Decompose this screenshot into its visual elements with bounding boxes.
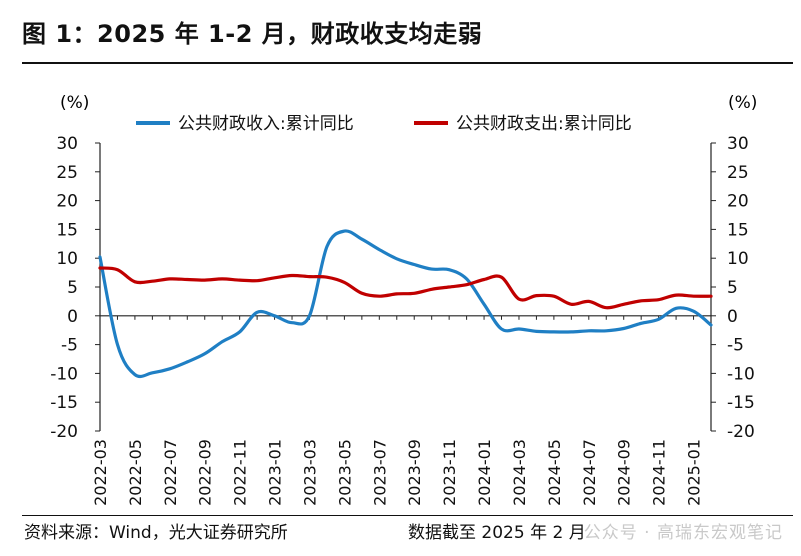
title-rule xyxy=(22,62,793,64)
legend-item-revenue-label: 公共财政收入:累计同比 xyxy=(178,114,354,134)
right-tick-label: -10 xyxy=(727,364,755,384)
legend-item-expenditure-label: 公共财政支出:累计同比 xyxy=(456,114,632,134)
right-tick-label: 25 xyxy=(727,163,749,183)
x-tick-label: 2024-03 xyxy=(510,439,529,506)
right-axis-unit: (%) xyxy=(728,93,757,113)
x-tick-label: 2023-11 xyxy=(440,439,459,506)
left-tick-label: 15 xyxy=(56,220,78,240)
left-tick-label: -10 xyxy=(50,364,78,384)
left-axis-unit: (%) xyxy=(60,93,89,113)
left-tick-label: -5 xyxy=(61,336,78,356)
x-tick-label: 2024-01 xyxy=(475,439,494,506)
right-tick-label: -5 xyxy=(727,336,744,356)
x-tick-label: 2024-05 xyxy=(545,439,564,506)
left-tick-label: -20 xyxy=(50,422,78,442)
x-tick-label: 2022-07 xyxy=(161,439,180,506)
figure-title: 图 1：2025 年 1-2 月，财政收支均走弱 xyxy=(22,20,483,48)
right-tick-label: 30 xyxy=(727,134,749,154)
right-tick-label: 15 xyxy=(727,220,749,240)
x-tick-label: 2023-09 xyxy=(405,439,424,506)
x-tick-label: 2024-11 xyxy=(650,439,669,506)
x-tick-label: 2024-09 xyxy=(615,439,634,506)
chart-legend: 公共财政收入:累计同比 公共财政支出:累计同比 xyxy=(136,114,632,134)
left-tick-label: 10 xyxy=(56,249,78,269)
x-tick-label: 2025-01 xyxy=(685,439,704,506)
watermark-text: 公众号 · 高瑞东宏观笔记 xyxy=(583,523,783,543)
x-tick-label: 2023-05 xyxy=(335,439,354,506)
source-note: 资料来源：Wind，光大证券研究所 xyxy=(24,523,288,543)
left-tick-label: 0 xyxy=(67,307,78,327)
right-tick-label: -15 xyxy=(727,393,755,413)
left-tick-label: 25 xyxy=(56,163,78,183)
x-tick-label: 2022-05 xyxy=(126,439,145,506)
left-tick-label: 20 xyxy=(56,192,78,212)
chart-axes: 30 30 25 25 20 20 15 15 10 10 5 5 0 0 -5 -5 -10 -10 -15 -15… xyxy=(50,134,755,506)
x-tick-label: 2023-03 xyxy=(300,439,319,506)
left-tick-label: 5 xyxy=(67,278,78,298)
right-tick-label: 20 xyxy=(727,192,749,212)
right-tick-label: 10 xyxy=(727,249,749,269)
x-tick-label: 2022-09 xyxy=(196,439,215,506)
data-cutoff-note: 数据截至 2025 年 2 月 xyxy=(408,523,586,543)
expenditure-series-line xyxy=(98,266,713,310)
x-tick-label: 2023-07 xyxy=(370,439,389,506)
left-tick-label: 30 xyxy=(56,134,78,154)
series-layer xyxy=(98,229,713,379)
x-tick-label: 2022-03 xyxy=(91,439,110,506)
x-tick-label: 2022-11 xyxy=(231,439,250,506)
left-tick-label: -15 xyxy=(50,393,78,413)
right-tick-label: -20 xyxy=(727,422,755,442)
x-tick-label: 2024-07 xyxy=(580,439,599,506)
right-tick-label: 0 xyxy=(727,307,738,327)
footer-rule xyxy=(22,515,793,516)
revenue-series-line xyxy=(98,229,713,379)
x-tick-label: 2023-01 xyxy=(266,439,285,506)
right-tick-label: 5 xyxy=(727,278,738,298)
